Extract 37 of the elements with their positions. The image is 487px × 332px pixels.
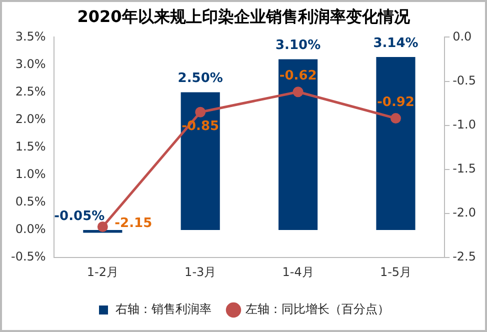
x-tick-label: 1-4月	[282, 264, 314, 279]
legend-label: 左轴：同比增长（百分点）	[246, 302, 390, 316]
bar	[376, 57, 416, 230]
y-tick-label: 2.5%	[15, 84, 46, 98]
data-label: -2.15	[114, 216, 152, 232]
x-tick-label: 1-2月	[86, 264, 118, 279]
data-label: 3.14%	[373, 36, 418, 51]
point	[390, 113, 401, 124]
legend-label: 右轴：销售利润率	[116, 302, 212, 316]
data-label: -0.92	[377, 95, 414, 110]
y-tick-label: 3.0%	[15, 56, 46, 71]
y2-tick-label: 0.0	[452, 29, 472, 44]
data-label: -0.62	[279, 68, 317, 84]
y2-tick-label: -2.5	[452, 250, 476, 264]
data-label: 3.10%	[275, 38, 321, 54]
point	[292, 86, 304, 98]
point	[195, 106, 206, 118]
y-tick-label: 1.0%	[15, 167, 46, 182]
y2-tick-label: -0.5	[452, 73, 476, 88]
y2-tick-label: -1.5	[452, 162, 476, 176]
y-tick-label: 3.5%	[15, 29, 46, 44]
x-tick-label: 1-5月	[380, 264, 412, 279]
x-tick-label: 1-3月	[184, 264, 216, 279]
data-label: 2.50%	[178, 71, 223, 86]
y-tick-label: 0.0%	[15, 222, 46, 236]
y2-tick-label: -1.0	[452, 117, 476, 132]
y-tick-label: 0.5%	[15, 194, 46, 209]
y-tick-label: -0.5%	[10, 250, 46, 264]
y-tick-label: 2.0%	[15, 112, 46, 126]
bar	[278, 59, 318, 230]
y2-tick-label: -2.0	[452, 206, 476, 220]
chart-title: 2020年以来规上印染企业销售利润率变化情况	[77, 6, 411, 26]
y-tick-label: 1.5%	[15, 140, 46, 154]
bar	[180, 92, 220, 230]
data-label: -0.05%	[54, 208, 105, 224]
bar	[83, 230, 122, 233]
point	[97, 221, 108, 232]
